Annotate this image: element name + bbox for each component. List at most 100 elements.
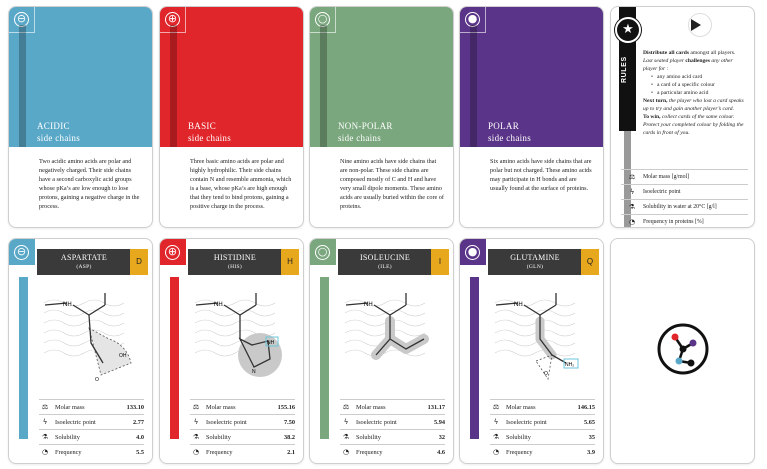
star-icon: ★	[615, 17, 641, 43]
bolt-icon: ϟ	[629, 188, 635, 196]
card-spine	[320, 25, 327, 147]
flask-icon: ⚗	[628, 203, 636, 211]
card-side: ⊕	[160, 239, 186, 463]
pie-icon: ◔	[492, 448, 500, 456]
scale-icon: ⚖	[41, 403, 49, 411]
amino-card-glutamine[interactable]: ● GLUTAMINE (GLN) Q NH NH₂ O ⚖ Molar mass 1…	[459, 238, 604, 464]
svg-text:NH: NH	[514, 302, 523, 308]
category-title: POLAR side chains	[488, 121, 532, 143]
pie-icon: ◔	[192, 448, 200, 456]
scale-icon: ⚖	[628, 173, 636, 181]
card-spine	[470, 25, 477, 147]
amino-letter-badge: H	[281, 249, 299, 275]
card-spine	[19, 25, 26, 147]
rules-text: Distribute all cards amongst all players…	[643, 49, 748, 137]
svg-text:NH: NH	[364, 302, 373, 308]
amino-stats: ⚖ Molar mass 155.16 ϟ Isoelectric point 7.50…	[190, 399, 295, 459]
amino-stats: ⚖ Molar mass 133.10 ϟ Isoelectric point 2.77…	[39, 399, 144, 459]
card-notch	[9, 7, 35, 33]
category-title: NON-POLAR side chains	[338, 121, 393, 143]
card-back[interactable]	[610, 238, 755, 464]
category-description: Six amino acids have side chains that ar…	[490, 158, 592, 192]
svg-text:N: N	[252, 369, 256, 375]
legend-row: ⚗ Solubility in water at 20°C [g/l]	[621, 199, 748, 214]
svg-text:NH: NH	[214, 302, 223, 308]
category-card-basic[interactable]: ⊕ BASIC side chains Three basic amino ac…	[159, 6, 304, 228]
flask-icon: ⚗	[492, 433, 500, 441]
category-card-nonpolar[interactable]: ○ NON-POLAR side chains Nine amino acids…	[309, 6, 454, 228]
molecule-diagram: NH	[344, 293, 429, 360]
card-side: ○	[310, 239, 336, 463]
category-card-polar[interactable]: ● POLAR side chains Six amino acids have…	[459, 6, 604, 228]
play-icon[interactable]	[691, 19, 701, 31]
card-notch	[310, 7, 336, 33]
minus-circle-icon: ⊖	[14, 245, 29, 260]
amino-letter-badge: Q	[581, 249, 599, 275]
rules-label: RULES	[621, 56, 628, 83]
filled-circle-icon: ●	[465, 245, 480, 260]
pie-icon: ◔	[342, 448, 350, 456]
card-notch	[160, 7, 186, 33]
amino-stats: ⚖ Molar mass 131.17 ϟ Isoelectric point 5.94…	[340, 399, 445, 459]
svg-text:NH: NH	[63, 302, 72, 308]
scale-icon: ⚖	[342, 403, 350, 411]
amino-name: ISOLEUCINE (ILE)	[338, 249, 432, 275]
pie-icon: ◔	[41, 448, 49, 456]
legend-row: ⚖ Molar mass [g/mol]	[621, 169, 748, 184]
card-color-header: ● POLAR side chains	[460, 7, 603, 147]
svg-text:OH: OH	[119, 353, 127, 359]
flask-icon: ⚗	[192, 433, 200, 441]
category-card-acidic[interactable]: ⊖ ACIDIC side chains Two acidic amino ac…	[8, 6, 153, 228]
molecule-diagram: NH NH₂ O	[494, 293, 579, 381]
plus-circle-icon: ⊕	[165, 245, 180, 260]
amino-card-histidine[interactable]: ⊕ HISTIDINE (HIS) H NH N NH ⚖ Molar mass 15…	[159, 238, 304, 464]
open-circle-icon: ○	[315, 245, 330, 260]
svg-text:O: O	[95, 377, 99, 383]
card-side: ●	[460, 239, 486, 463]
category-title: ACIDIC side chains	[37, 121, 81, 143]
category-description: Three basic amino acids are polar and hi…	[190, 158, 292, 210]
play-ring	[688, 13, 712, 37]
amino-card-aspartate[interactable]: ⊖ ASPARTATE (ASP) D NH OH O ⚖ Molar mass 13…	[8, 238, 153, 464]
amino-name: ASPARTATE (ASP)	[37, 249, 131, 275]
amino-name: GLUTAMINE (GLN)	[488, 249, 582, 275]
open-circle-icon: ○	[315, 12, 330, 27]
legend-row: ϟ Isoelectric point	[621, 184, 748, 199]
rules-list-item: a card of a specific colour	[657, 81, 748, 89]
molecule-diagram: NH N NH	[194, 293, 282, 377]
filled-circle-icon: ●	[465, 12, 480, 27]
amino-letter-badge: D	[130, 249, 148, 275]
bolt-icon: ϟ	[193, 418, 199, 426]
molecule-diagram: NH OH O	[43, 293, 132, 383]
card-color-header: ⊖ ACIDIC side chains	[9, 7, 152, 147]
amino-card-isoleucine[interactable]: ○ ISOLEUCINE (ILE) I NH ⚖ Molar mass 131.17…	[309, 238, 454, 464]
category-description: Two acidic amino acids are polar and neg…	[39, 158, 140, 210]
scale-icon: ⚖	[492, 403, 500, 411]
svg-text:O: O	[544, 371, 548, 377]
card-notch	[460, 7, 486, 33]
amino-stats: ⚖ Molar mass 146.15 ϟ Isoelectric point 5.65…	[490, 399, 595, 459]
bolt-icon: ϟ	[493, 418, 499, 426]
card-color-header: ⊕ BASIC side chains	[160, 7, 303, 147]
card-color-header: ○ NON-POLAR side chains	[310, 7, 453, 147]
rules-list-item: any amino acid card	[657, 73, 748, 81]
rules-card[interactable]: ★ RULES Distribute all cards amongst all…	[610, 6, 755, 228]
minus-circle-icon: ⊖	[14, 12, 29, 27]
rules-list-item: a particular amino acid	[657, 89, 748, 97]
card-side: ⊖	[9, 239, 35, 463]
category-description: Nine amino acids have side chains that a…	[340, 158, 444, 210]
bolt-icon: ϟ	[343, 418, 349, 426]
rules-legend: ⚖ Molar mass [g/mol] ϟ Isoelectric point ⚗…	[621, 169, 748, 227]
pie-icon: ◔	[628, 218, 636, 226]
svg-text:NH: NH	[267, 340, 275, 346]
plus-circle-icon: ⊕	[165, 12, 180, 27]
bolt-icon: ϟ	[42, 418, 48, 426]
svg-text:NH₂: NH₂	[565, 362, 574, 368]
scale-icon: ⚖	[192, 403, 200, 411]
amino-letter-badge: I	[431, 249, 449, 275]
category-title: BASIC side chains	[188, 121, 232, 143]
card-spine	[170, 25, 177, 147]
flask-icon: ⚗	[342, 433, 350, 441]
legend-row: ◔ Frequency in proteins [%]	[621, 214, 748, 227]
flask-icon: ⚗	[41, 433, 49, 441]
